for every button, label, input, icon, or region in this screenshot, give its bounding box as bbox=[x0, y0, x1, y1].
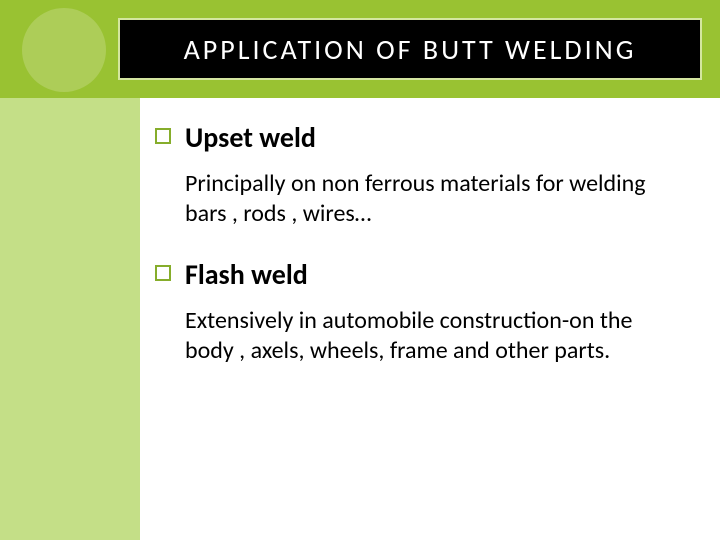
item-heading: Upset weld bbox=[185, 120, 316, 155]
content-area: Upset weld Principally on non ferrous ma… bbox=[155, 120, 695, 394]
item-body: Extensively in automobile construction-o… bbox=[185, 306, 675, 366]
list-item: Upset weld Principally on non ferrous ma… bbox=[155, 120, 695, 229]
square-bullet-icon bbox=[155, 265, 171, 281]
item-heading: Flash weld bbox=[185, 257, 308, 292]
slide-title: APPLICATION OF BUTT WELDING bbox=[184, 32, 637, 67]
title-box: APPLICATION OF BUTT WELDING bbox=[118, 18, 702, 80]
list-item: Flash weld Extensively in automobile con… bbox=[155, 257, 695, 366]
item-body: Principally on non ferrous materials for… bbox=[185, 169, 675, 229]
left-column bbox=[0, 98, 140, 540]
heading-row: Flash weld bbox=[155, 257, 695, 292]
decorative-circle bbox=[22, 8, 106, 92]
square-bullet-icon bbox=[155, 128, 171, 144]
heading-row: Upset weld bbox=[155, 120, 695, 155]
